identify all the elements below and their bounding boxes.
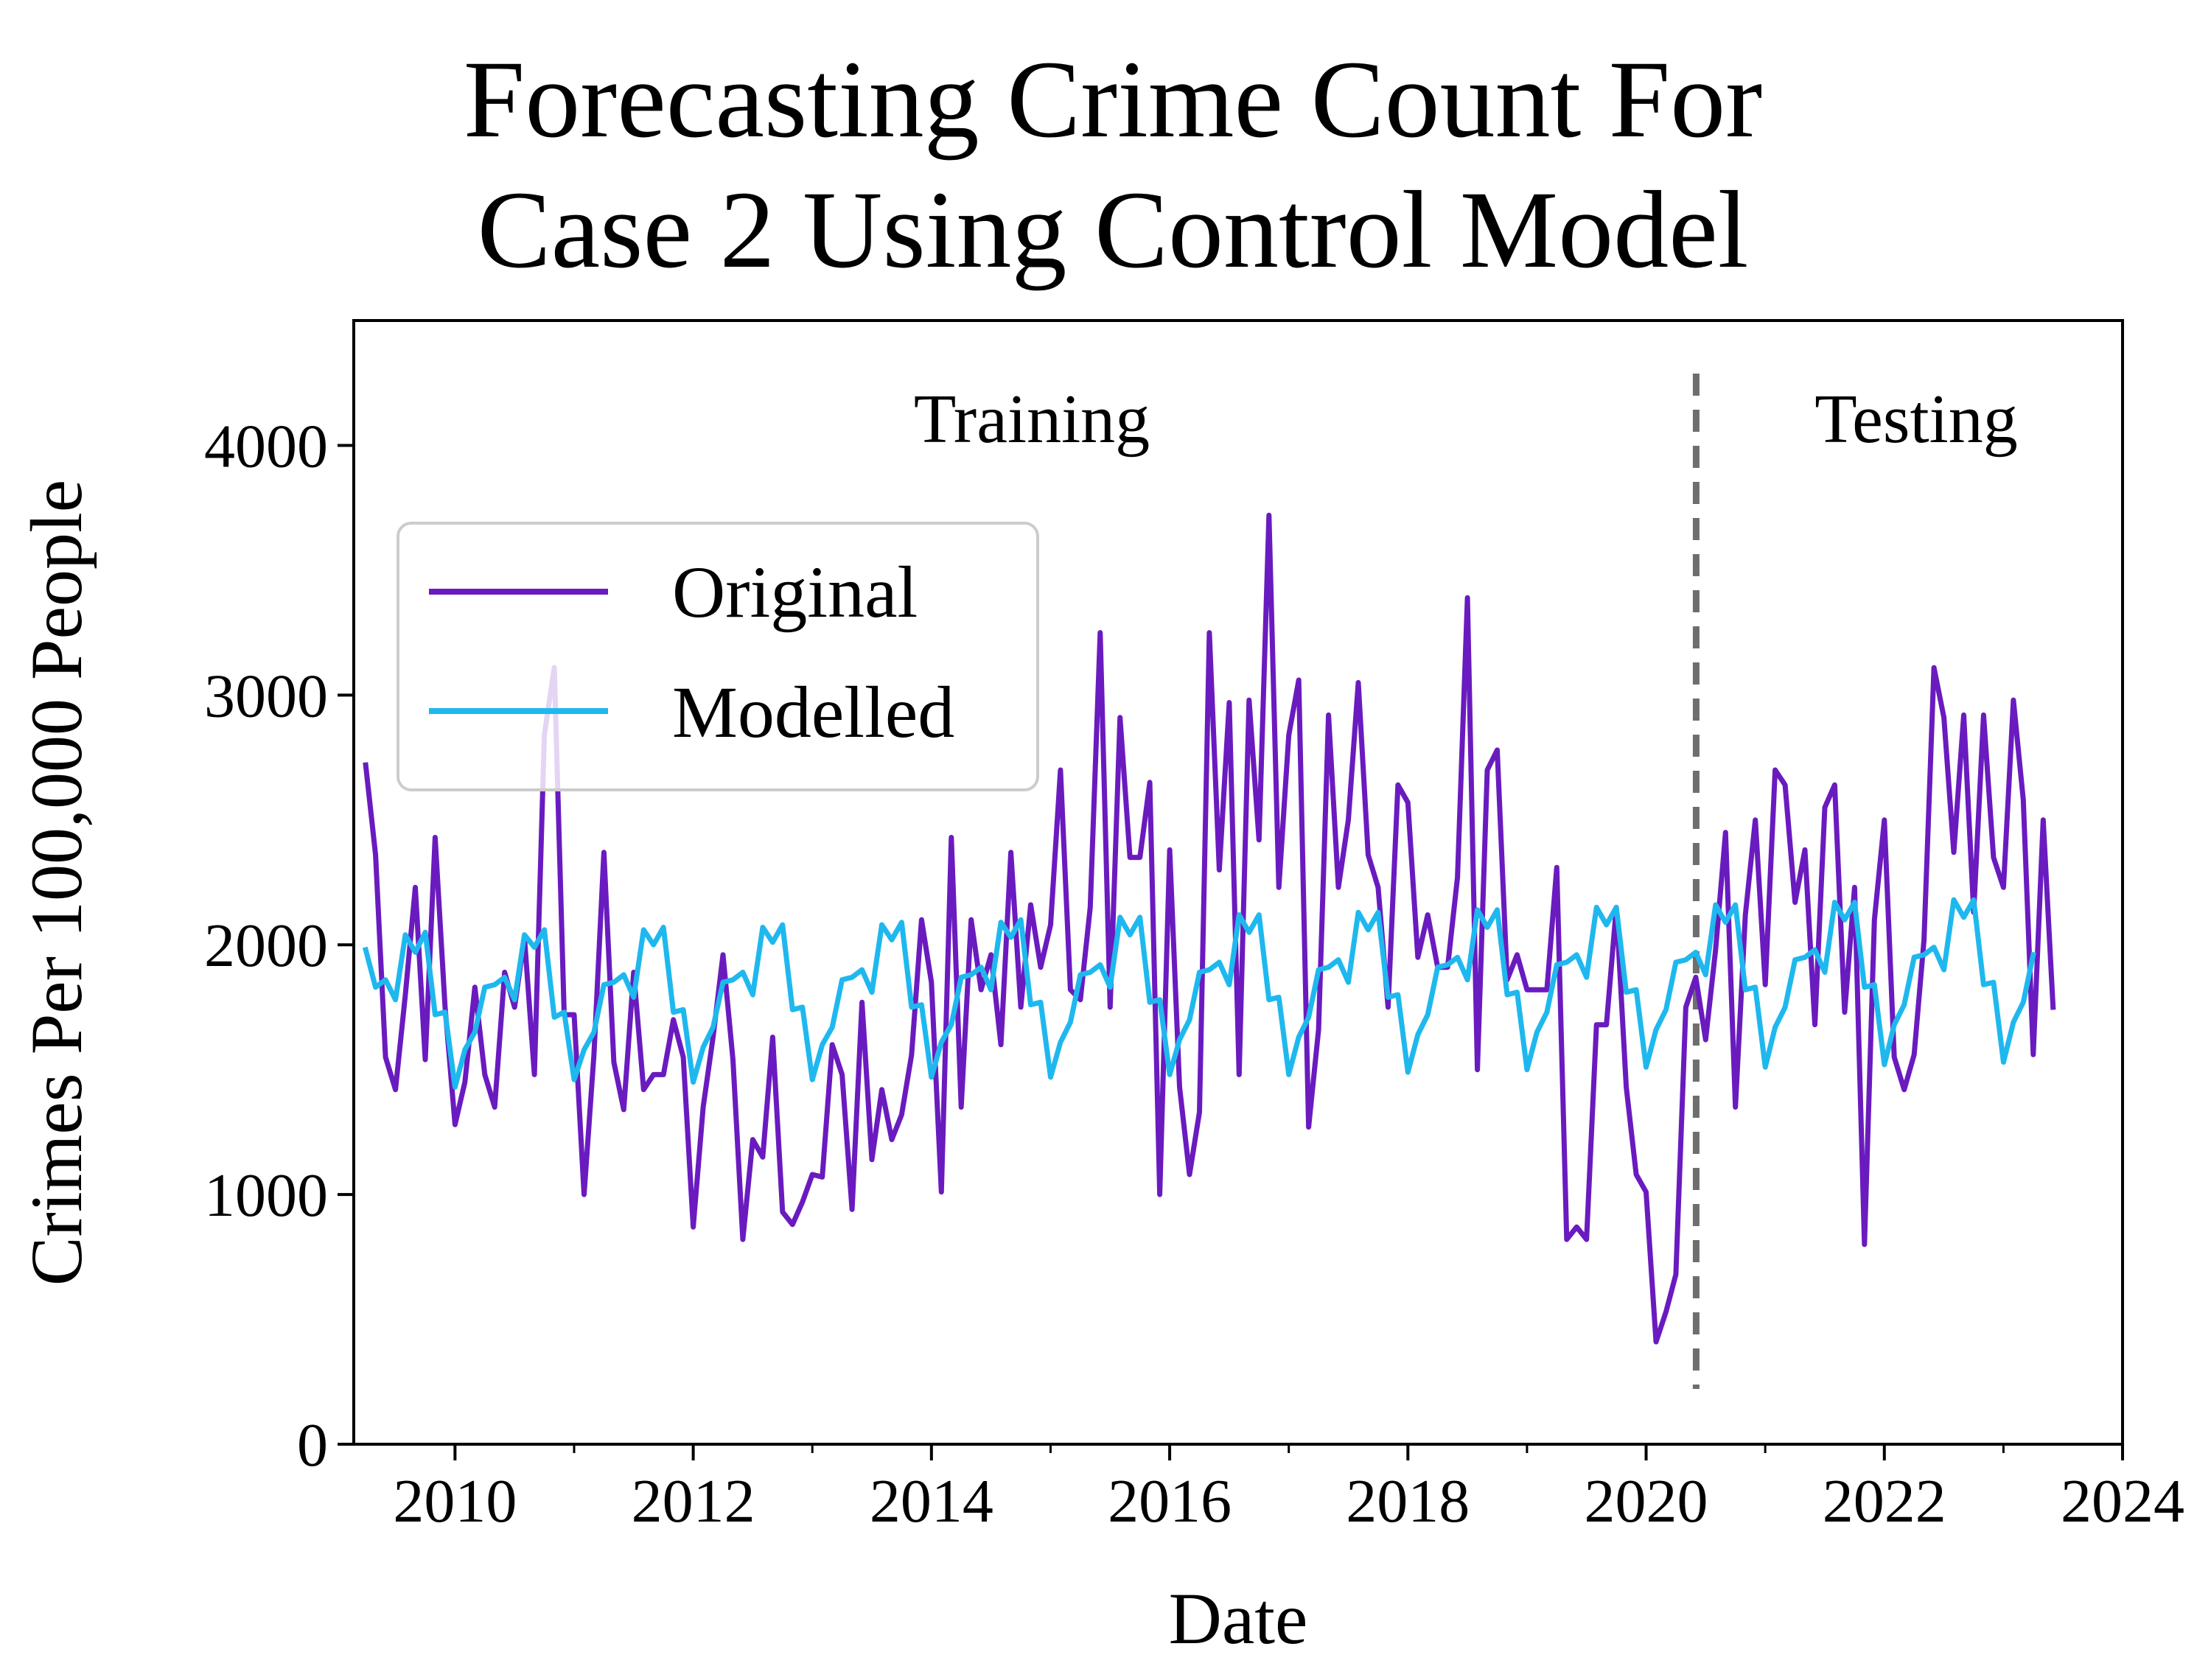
legend: Original Modelled xyxy=(397,522,1039,791)
x-tick-label: 2012 xyxy=(632,1467,755,1536)
x-tick-label: 2020 xyxy=(1585,1467,1708,1536)
x-axis-label: Date xyxy=(1169,1578,1308,1659)
testing-region-label: Testing xyxy=(1814,381,2017,458)
x-tick-label: 2010 xyxy=(393,1467,517,1536)
y-tick-label: 3000 xyxy=(204,662,328,730)
x-tick-label: 2022 xyxy=(1823,1467,1946,1536)
plot-frame xyxy=(352,319,2124,1446)
y-tick-label: 1000 xyxy=(204,1161,328,1230)
chart-title-line-1: Forecasting Crime Count For xyxy=(464,38,1762,161)
y-tick-label: 0 xyxy=(297,1411,328,1480)
legend-label-modelled: Modelled xyxy=(672,671,954,753)
y-tick-label: 4000 xyxy=(204,412,328,480)
x-tick-label: 2016 xyxy=(1108,1467,1232,1536)
series-line-original xyxy=(363,512,2056,1345)
series-line-modelled xyxy=(362,897,2036,1090)
legend-label-original: Original xyxy=(672,551,918,633)
x-tick-label: 2024 xyxy=(2061,1467,2184,1536)
y-tick-label: 2000 xyxy=(204,911,328,980)
y-axis-label: Crimes Per 100,000 People xyxy=(15,480,97,1286)
x-tick-label: 2018 xyxy=(1346,1467,1470,1536)
plot-area xyxy=(362,374,2056,1389)
x-tick-label: 2014 xyxy=(870,1467,993,1536)
training-region-label: Training xyxy=(914,381,1150,458)
chart-title-line-2: Case 2 Using Control Model xyxy=(478,169,1749,291)
